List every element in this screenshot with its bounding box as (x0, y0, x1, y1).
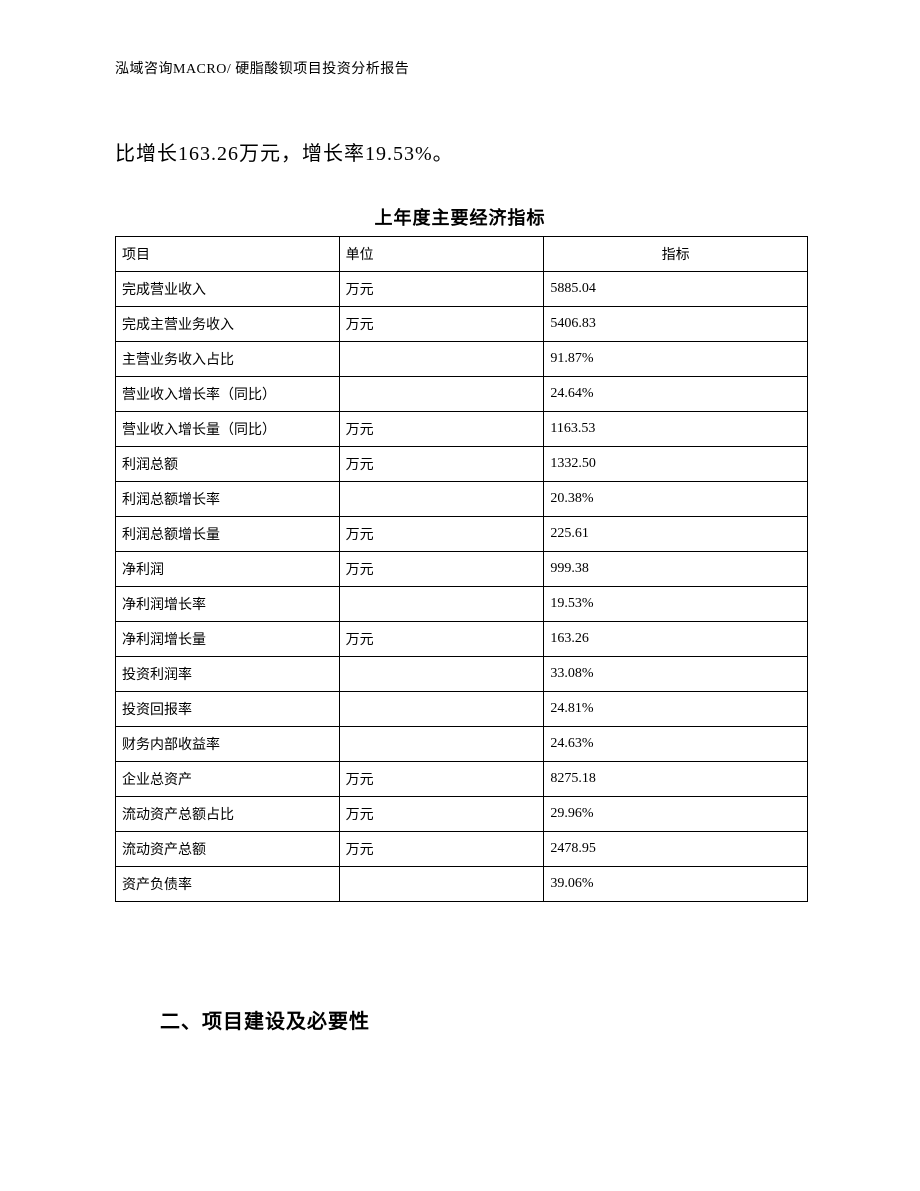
page-header: 泓域咨询MACRO/ 硬脂酸钡项目投资分析报告 (115, 58, 409, 78)
table-cell: 1332.50 (544, 447, 808, 482)
table-cell: 33.08% (544, 657, 808, 692)
table-row: 资产负债率 39.06% (116, 867, 808, 902)
table-cell: 24.63% (544, 727, 808, 762)
table-cell: 2478.95 (544, 832, 808, 867)
table-row: 投资利润率 33.08% (116, 657, 808, 692)
column-header-indicator: 指标 (544, 237, 808, 272)
table-cell: 利润总额增长量 (116, 517, 340, 552)
table-row: 主营业务收入占比 91.87% (116, 342, 808, 377)
table-row: 营业收入增长率（同比） 24.64% (116, 377, 808, 412)
table-cell: 万元 (339, 832, 544, 867)
table-row: 利润总额万元1332.50 (116, 447, 808, 482)
table-cell: 万元 (339, 552, 544, 587)
section-heading: 二、项目建设及必要性 (160, 1005, 370, 1034)
column-header-item: 项目 (116, 237, 340, 272)
column-header-unit: 单位 (339, 237, 544, 272)
table-cell: 5885.04 (544, 272, 808, 307)
table-row: 财务内部收益率 24.63% (116, 727, 808, 762)
table-row: 流动资产总额万元2478.95 (116, 832, 808, 867)
economic-indicators-table: 项目 单位 指标 完成营业收入万元5885.04完成主营业务收入万元5406.8… (115, 236, 808, 902)
table-cell: 万元 (339, 797, 544, 832)
table-cell: 完成主营业务收入 (116, 307, 340, 342)
table-cell: 企业总资产 (116, 762, 340, 797)
table-title: 上年度主要经济指标 (0, 204, 920, 230)
table-cell: 5406.83 (544, 307, 808, 342)
table-cell (339, 587, 544, 622)
table-cell (339, 727, 544, 762)
table-cell: 91.87% (544, 342, 808, 377)
table-cell (339, 342, 544, 377)
body-text: 比增长163.26万元，增长率19.53%。 (115, 137, 454, 166)
table-cell: 净利润增长量 (116, 622, 340, 657)
table-cell: 营业收入增长量（同比） (116, 412, 340, 447)
table-row: 企业总资产万元8275.18 (116, 762, 808, 797)
table-cell: 净利润增长率 (116, 587, 340, 622)
table-row: 营业收入增长量（同比）万元1163.53 (116, 412, 808, 447)
table-cell: 利润总额 (116, 447, 340, 482)
table-cell: 8275.18 (544, 762, 808, 797)
table-cell: 净利润 (116, 552, 340, 587)
table-cell: 万元 (339, 447, 544, 482)
table-cell: 完成营业收入 (116, 272, 340, 307)
table-cell: 流动资产总额 (116, 832, 340, 867)
table-cell: 19.53% (544, 587, 808, 622)
table-row: 完成营业收入万元5885.04 (116, 272, 808, 307)
table-cell: 利润总额增长率 (116, 482, 340, 517)
table-cell: 投资利润率 (116, 657, 340, 692)
table-cell (339, 692, 544, 727)
table-cell: 163.26 (544, 622, 808, 657)
table-cell: 万元 (339, 307, 544, 342)
table-header-row: 项目 单位 指标 (116, 237, 808, 272)
table-cell: 24.81% (544, 692, 808, 727)
table-row: 净利润增长量万元163.26 (116, 622, 808, 657)
table-row: 投资回报率 24.81% (116, 692, 808, 727)
table-body: 完成营业收入万元5885.04完成主营业务收入万元5406.83主营业务收入占比… (116, 272, 808, 902)
table-cell: 投资回报率 (116, 692, 340, 727)
table-cell: 财务内部收益率 (116, 727, 340, 762)
table-row: 利润总额增长率 20.38% (116, 482, 808, 517)
table-cell: 29.96% (544, 797, 808, 832)
table-cell: 225.61 (544, 517, 808, 552)
table-cell: 999.38 (544, 552, 808, 587)
table-cell: 主营业务收入占比 (116, 342, 340, 377)
table-cell (339, 377, 544, 412)
table-cell: 万元 (339, 762, 544, 797)
table-cell: 万元 (339, 622, 544, 657)
table-row: 净利润增长率 19.53% (116, 587, 808, 622)
table-cell: 39.06% (544, 867, 808, 902)
table-cell: 20.38% (544, 482, 808, 517)
table-cell: 万元 (339, 412, 544, 447)
table-row: 完成主营业务收入万元5406.83 (116, 307, 808, 342)
table-cell: 万元 (339, 272, 544, 307)
table-cell: 24.64% (544, 377, 808, 412)
table-cell: 流动资产总额占比 (116, 797, 340, 832)
table-row: 流动资产总额占比万元29.96% (116, 797, 808, 832)
table-row: 利润总额增长量万元225.61 (116, 517, 808, 552)
table-row: 净利润万元999.38 (116, 552, 808, 587)
table-cell: 营业收入增长率（同比） (116, 377, 340, 412)
table-cell: 万元 (339, 517, 544, 552)
table-cell (339, 482, 544, 517)
table-cell: 资产负债率 (116, 867, 340, 902)
table-cell (339, 867, 544, 902)
table-cell: 1163.53 (544, 412, 808, 447)
table-cell (339, 657, 544, 692)
